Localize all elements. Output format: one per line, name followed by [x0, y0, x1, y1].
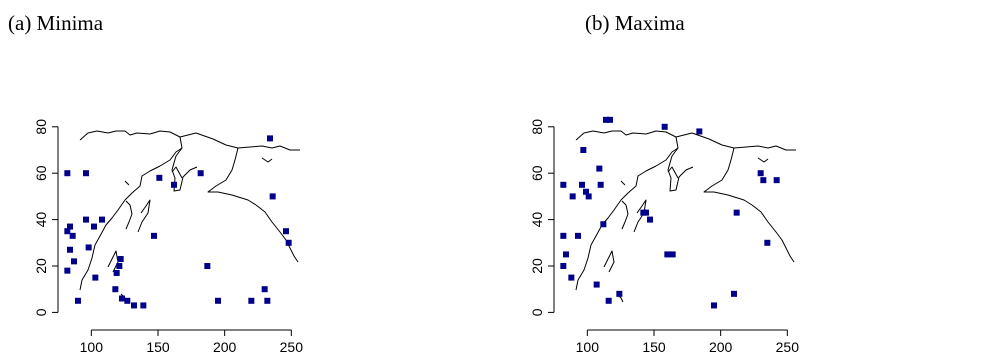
station-point-a-9 — [83, 216, 89, 223]
station-point-a-22 — [151, 232, 157, 239]
x-tick-label-a-3: 250 — [280, 339, 304, 355]
station-point-a-4 — [67, 246, 73, 253]
station-point-b-20 — [643, 209, 649, 216]
caption-b: (b) Maxima — [585, 11, 685, 35]
station-point-a-13 — [99, 216, 105, 223]
station-point-a-30 — [264, 297, 271, 304]
station-point-b-2 — [560, 263, 567, 269]
station-point-b-31 — [764, 239, 771, 246]
station-point-a-10 — [85, 244, 92, 251]
station-point-a-28 — [248, 297, 255, 304]
panel-b: (b) Maxima 100 150 200 250 0 20 40 60 80 — [529, 11, 799, 355]
station-point-a-19 — [124, 297, 131, 304]
x-tick-label-b-3: 250 — [776, 339, 800, 355]
x-tick-label-b-1: 150 — [642, 339, 666, 355]
station-point-a-16 — [117, 256, 124, 263]
station-point-a-11 — [91, 223, 97, 230]
y-tick-label-a-2: 40 — [33, 212, 49, 228]
station-point-b-3 — [563, 251, 569, 258]
y-tick-label-b-1: 20 — [529, 258, 545, 274]
station-point-a-6 — [64, 267, 71, 274]
station-point-a-33 — [283, 228, 289, 235]
station-point-a-21 — [140, 302, 147, 309]
station-point-a-17 — [112, 286, 119, 293]
station-point-b-11 — [593, 281, 600, 288]
station-point-a-18 — [119, 295, 125, 302]
station-point-a-14 — [113, 269, 120, 276]
station-point-b-6 — [575, 232, 581, 239]
caption-a: (a) Minima — [8, 11, 104, 35]
station-point-a-32 — [269, 193, 276, 200]
station-point-b-17 — [605, 297, 612, 304]
station-point-b-21 — [647, 216, 653, 223]
station-point-b-28 — [733, 209, 740, 216]
station-point-a-0 — [64, 170, 71, 177]
station-point-b-18 — [616, 290, 623, 297]
station-point-b-23 — [664, 251, 671, 258]
station-point-a-20 — [131, 302, 137, 309]
station-point-b-24 — [669, 251, 676, 258]
y-tick-label-b-0: 0 — [529, 308, 545, 316]
station-point-a-7 — [71, 258, 77, 265]
station-point-b-5 — [569, 193, 576, 200]
station-point-a-3 — [67, 223, 73, 230]
station-point-a-1 — [83, 170, 89, 177]
station-point-b-25 — [696, 128, 703, 135]
station-point-a-12 — [92, 274, 99, 281]
station-point-b-8 — [580, 147, 587, 153]
y-tick-label-a-4: 80 — [33, 119, 49, 135]
station-point-a-23 — [156, 174, 163, 181]
station-point-a-25 — [197, 170, 204, 177]
station-point-a-5 — [69, 232, 76, 239]
coastline-b — [575, 130, 797, 303]
y-tick-label-a-3: 60 — [33, 165, 49, 181]
station-point-b-0 — [560, 181, 567, 188]
station-point-b-4 — [568, 274, 575, 281]
station-point-a-15 — [116, 263, 123, 269]
x-tick-label-b-2: 200 — [709, 339, 733, 355]
station-point-a-24 — [171, 181, 177, 188]
plot-area-b: 100 150 200 250 0 20 40 60 80 — [529, 116, 800, 355]
y-tick-label-a-1: 20 — [33, 258, 49, 274]
station-point-b-29 — [757, 170, 764, 177]
station-point-b-7 — [579, 181, 585, 188]
plot-area-a: 100 150 200 250 0 20 40 60 80 — [33, 119, 303, 355]
station-point-b-27 — [731, 290, 737, 297]
station-point-b-10 — [585, 193, 592, 200]
station-point-b-16 — [607, 116, 613, 123]
y-tick-label-b-3: 60 — [529, 165, 545, 181]
station-point-b-26 — [711, 302, 717, 309]
station-point-b-13 — [597, 181, 604, 188]
station-point-b-15 — [603, 116, 609, 123]
station-point-a-34 — [285, 239, 292, 246]
station-point-b-14 — [600, 221, 607, 228]
station-point-b-1 — [560, 232, 567, 239]
x-tick-label-b-0: 100 — [576, 339, 600, 355]
station-point-b-32 — [773, 177, 780, 184]
coastline-a — [79, 130, 301, 303]
station-point-b-9 — [583, 188, 589, 195]
station-point-a-2 — [64, 228, 71, 235]
station-point-b-12 — [596, 165, 603, 172]
station-point-a-31 — [267, 135, 273, 142]
y-tick-label-b-2: 40 — [529, 212, 545, 228]
station-point-b-30 — [760, 177, 767, 184]
x-tick-label-a-0: 100 — [80, 339, 104, 355]
station-point-a-29 — [261, 286, 268, 293]
station-point-a-26 — [204, 263, 211, 269]
x-tick-label-a-2: 200 — [213, 339, 237, 355]
y-tick-label-b-4: 80 — [529, 119, 545, 135]
x-tick-label-a-1: 150 — [146, 339, 170, 355]
y-tick-label-a-0: 0 — [33, 308, 49, 316]
station-point-a-27 — [215, 297, 221, 304]
station-point-a-8 — [75, 297, 81, 304]
station-point-b-22 — [661, 123, 668, 130]
panel-a: (a) Minima 100 150 200 250 0 20 40 60 80 — [8, 11, 303, 355]
